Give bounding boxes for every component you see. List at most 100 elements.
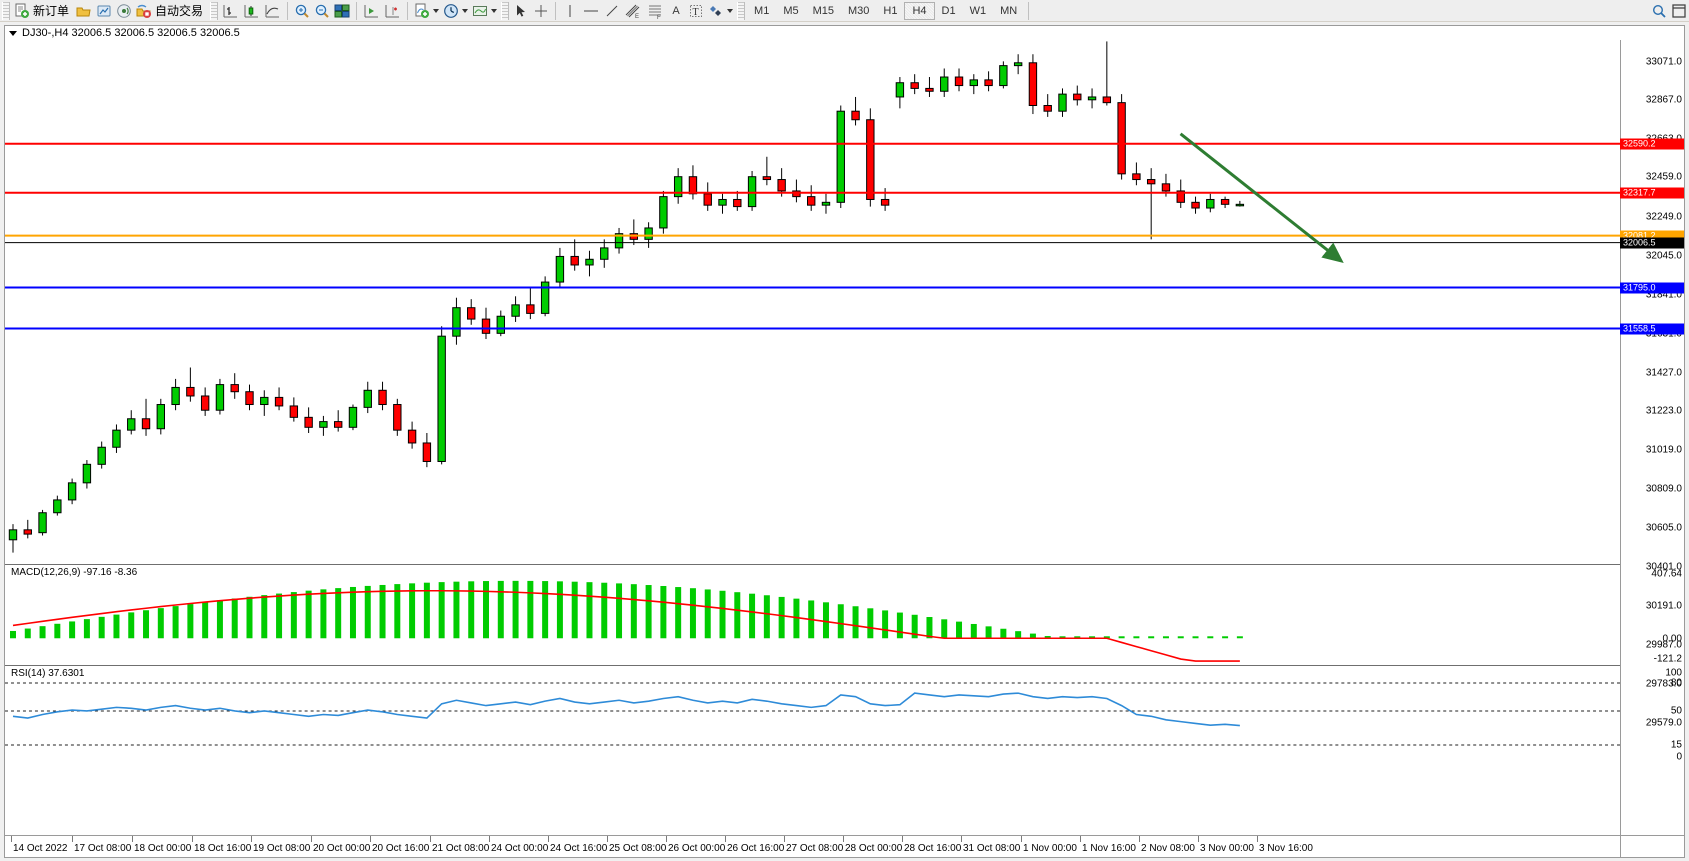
time-tick-mark xyxy=(11,836,12,842)
candle-body xyxy=(481,318,491,334)
timeframe-m30[interactable]: M30 xyxy=(848,4,870,17)
time-tick-label: 18 Oct 00:00 xyxy=(134,843,192,854)
time-tick-mark xyxy=(548,836,549,842)
time-tick-mark xyxy=(607,836,608,842)
macd-histogram-bar xyxy=(172,606,179,639)
auto-scroll-icon xyxy=(364,4,379,17)
candle-body xyxy=(659,196,668,229)
timeframe-h4[interactable]: H4 xyxy=(904,1,935,20)
timeframe-m1[interactable]: M1 xyxy=(754,4,770,17)
fibonacci-button[interactable]: F xyxy=(644,1,666,21)
macd-histogram-bar xyxy=(98,616,105,639)
indicators-button[interactable] xyxy=(412,1,441,21)
crosshair-button[interactable] xyxy=(531,1,551,21)
zoom-out-button[interactable] xyxy=(312,1,332,21)
chevron-down-icon[interactable] xyxy=(727,8,734,13)
chart-shift-button[interactable] xyxy=(382,1,403,21)
open-profile-button[interactable] xyxy=(74,1,94,21)
text-button[interactable]: A xyxy=(672,4,680,17)
toolbar-divider-2 xyxy=(356,1,358,20)
candle-body xyxy=(245,391,254,406)
candle-body xyxy=(1176,190,1185,203)
timeframe-w1[interactable]: W1 xyxy=(969,4,987,17)
indicators-icon xyxy=(415,3,430,18)
time-tick-label: 14 Oct 2022 xyxy=(13,843,68,854)
candle-body xyxy=(378,389,387,406)
chevron-down-icon[interactable] xyxy=(433,8,440,13)
candle-body xyxy=(348,406,358,428)
chart-window[interactable]: DJ30-,H4 32006.5 32006.5 32006.5 32006.5 xyxy=(4,25,1685,858)
candle-body xyxy=(585,258,594,266)
time-tick-mark xyxy=(192,836,193,842)
auto-scroll-button[interactable] xyxy=(361,1,382,21)
chevron-down-icon[interactable] xyxy=(491,8,498,13)
timeframe-m15[interactable]: M15 xyxy=(812,4,834,17)
toolbar-grip-2[interactable] xyxy=(210,1,219,20)
chart-menu-caret-icon[interactable] xyxy=(9,30,17,36)
vertical-line-button[interactable] xyxy=(560,1,580,21)
zoom-in-button[interactable] xyxy=(292,1,312,21)
macd-histogram-bar xyxy=(276,593,283,639)
macd-histogram-bar xyxy=(1089,636,1096,639)
macd-histogram-bar xyxy=(113,614,120,639)
toolbar-divider-1 xyxy=(287,1,289,20)
timeframe-h1[interactable]: H1 xyxy=(883,4,898,17)
profiles-button[interactable] xyxy=(94,1,114,21)
chevron-down-icon[interactable] xyxy=(462,8,469,13)
svg-text:F: F xyxy=(657,15,661,19)
macd-histogram-bar xyxy=(601,582,608,639)
downtrend-arrow[interactable] xyxy=(1179,132,1344,264)
candlestick-chart-button[interactable] xyxy=(241,1,262,21)
auto-trading-button[interactable]: 自动交易 xyxy=(134,1,208,21)
signals-button[interactable] xyxy=(114,1,134,21)
time-axis[interactable]: 14 Oct 2022 17 Oct 08:00 18 Oct 00:00 18 Oc… xyxy=(5,835,1620,857)
toolbar-grip-3[interactable] xyxy=(501,1,510,20)
rsi-tick: 0 xyxy=(1676,751,1682,763)
cursor-button[interactable] xyxy=(511,1,531,21)
fullscreen-button[interactable] xyxy=(1669,1,1689,21)
objects-button[interactable] xyxy=(706,1,735,21)
period-button[interactable] xyxy=(441,1,470,21)
macd-histogram-bar xyxy=(896,612,903,639)
price-axis[interactable]: 33071.032867.032663.032459.032249.032045… xyxy=(1620,40,1684,857)
main-toolbar: 新订单 自动交 xyxy=(0,0,1689,22)
horizontal-line-button[interactable] xyxy=(580,1,602,21)
candle-body xyxy=(1146,179,1156,185)
macd-histogram-bar xyxy=(734,592,741,639)
candle-body xyxy=(156,404,166,430)
macd-histogram-bar xyxy=(364,585,371,639)
signals-icon xyxy=(117,3,131,18)
toolbar-grip[interactable] xyxy=(2,1,10,20)
time-tick-label: 26 Oct 00:00 xyxy=(668,843,726,854)
tile-windows-button[interactable] xyxy=(332,1,352,21)
candle-body xyxy=(792,190,801,198)
macd-histogram-bar xyxy=(1133,636,1140,639)
templates-button[interactable] xyxy=(470,1,499,21)
new-order-button[interactable]: 新订单 xyxy=(12,1,74,21)
price-pane[interactable] xyxy=(5,40,1620,565)
toolbar-divider-5 xyxy=(1028,1,1030,20)
timeframe-m5[interactable]: M5 xyxy=(783,4,799,17)
search-button[interactable] xyxy=(1649,1,1669,21)
line-chart-button[interactable] xyxy=(262,1,283,21)
bar-chart-button[interactable] xyxy=(220,1,241,21)
text-label-button[interactable]: T xyxy=(686,1,706,21)
macd-pane[interactable]: MACD(12,26,9) -97.16 -8.36 xyxy=(5,566,1620,666)
macd-histogram-bar xyxy=(1148,636,1155,639)
macd-histogram-bar xyxy=(1015,631,1022,639)
new-order-label: 新订单 xyxy=(33,4,70,18)
candle-body xyxy=(940,76,949,92)
macd-histogram-bar xyxy=(409,583,416,639)
timeframe-mn[interactable]: MN xyxy=(1000,4,1018,17)
new-order-icon xyxy=(15,3,29,18)
chart-plot-area[interactable]: MACD(12,26,9) -97.16 -8.36 RSI(14) 37.63… xyxy=(5,40,1684,857)
macd-tick: 0.00 xyxy=(1662,633,1682,645)
trendline-button[interactable] xyxy=(602,1,622,21)
toolbar-grip-4[interactable] xyxy=(737,1,746,20)
macd-tick: 407.64 xyxy=(1651,568,1682,580)
candle-body xyxy=(260,396,269,406)
candle-body xyxy=(1161,183,1171,192)
rsi-pane[interactable]: RSI(14) 37.6301 xyxy=(5,667,1620,762)
timeframe-d1[interactable]: D1 xyxy=(941,4,956,17)
equidistant-channel-button[interactable]: E xyxy=(622,1,644,21)
